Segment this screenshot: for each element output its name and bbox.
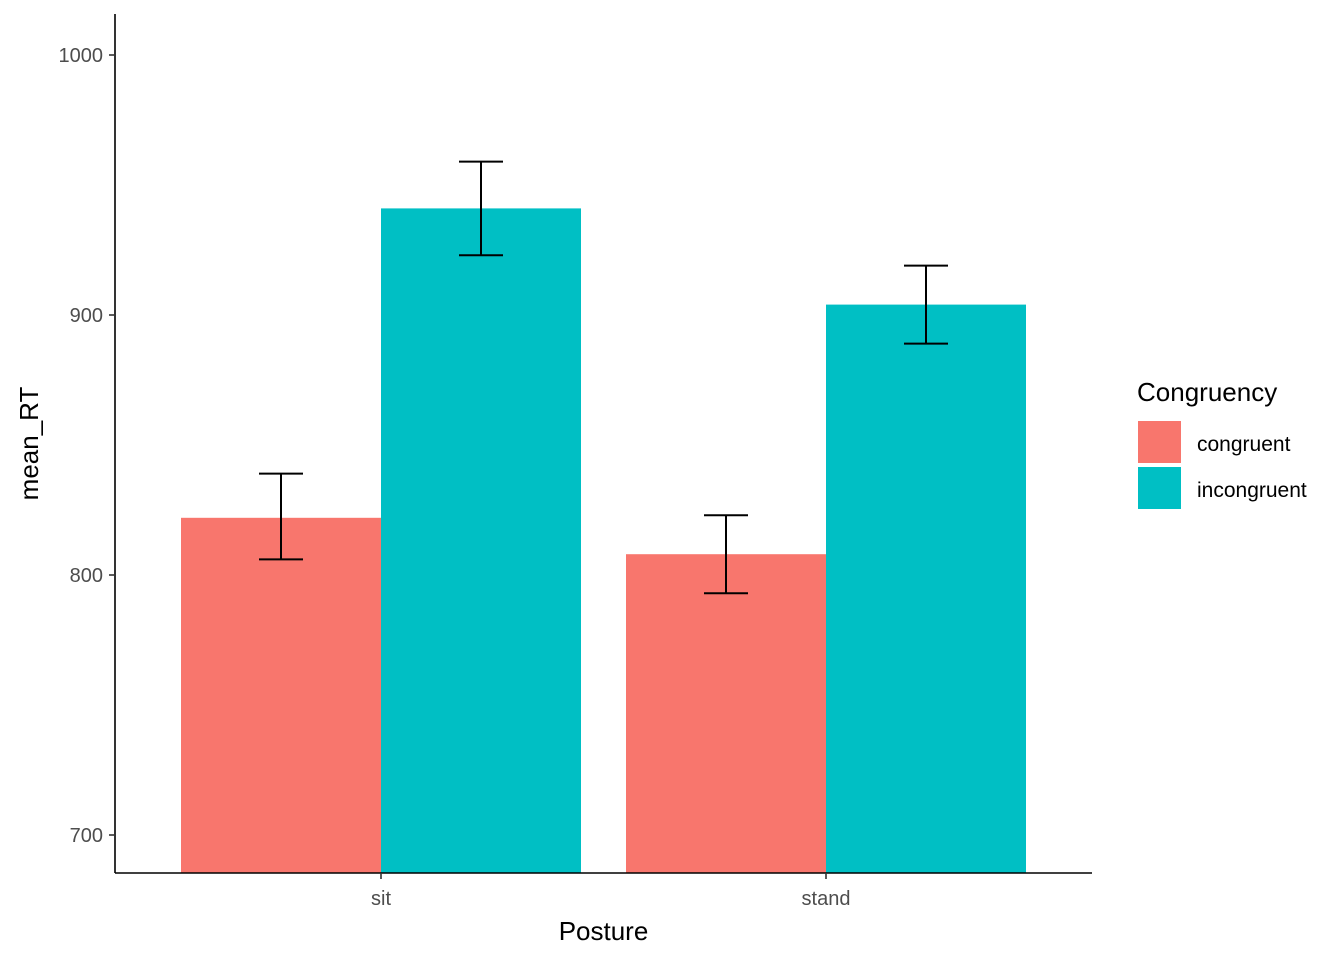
legend-label: incongruent — [1197, 479, 1307, 502]
legend-items: congruent incongruent — [1138, 421, 1307, 509]
legend-title: Congruency — [1137, 377, 1277, 407]
legend-label: congruent — [1197, 433, 1291, 456]
axes-layer — [114, 14, 1092, 874]
bars-layer — [181, 208, 1026, 874]
legend-item-incongruent: incongruent — [1138, 467, 1307, 509]
x-tick-label: stand — [802, 888, 851, 910]
y-tick-label: 800 — [70, 565, 103, 587]
y-axis-title: mean_RT — [14, 387, 44, 501]
error-bars-layer — [259, 160, 948, 595]
error-bar-stand-incongruent — [904, 264, 948, 345]
y-tick-label: 900 — [70, 305, 103, 327]
legend-item-congruent: congruent — [1138, 421, 1291, 463]
bar-stand-incongruent — [826, 304, 1026, 874]
y-tick-label: 700 — [70, 825, 103, 847]
legend-swatch — [1138, 467, 1181, 509]
bar-sit-congruent — [181, 517, 381, 873]
error-bar-stand-congruent — [704, 514, 748, 595]
bar-sit-incongruent — [381, 208, 581, 873]
x-axis-title: Posture — [559, 916, 649, 946]
legend: Congruency congruent incongruent — [1137, 377, 1307, 509]
legend-swatch — [1138, 421, 1181, 463]
bar-stand-congruent — [626, 554, 826, 873]
x-tick-label: sit — [371, 888, 391, 910]
y-ticks-layer: 700 800 900 1000 — [59, 45, 115, 847]
x-ticks-layer: sit stand — [371, 873, 850, 910]
y-tick-label: 1000 — [59, 45, 104, 67]
error-bar-sit-incongruent — [459, 160, 503, 257]
error-bar-sit-congruent — [259, 472, 303, 561]
